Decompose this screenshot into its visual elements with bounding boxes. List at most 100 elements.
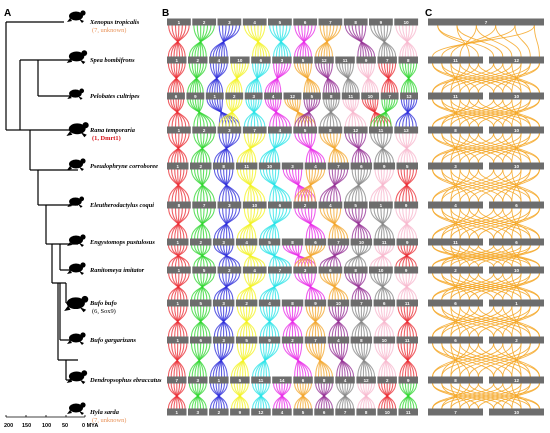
synteny-ribbons [432,383,540,409]
chromosome-number: 4 [329,203,332,208]
chromosome-bar [209,376,229,384]
chromosome-bar [251,408,271,416]
chromosome-bar [230,56,250,64]
frog-icon [66,122,89,138]
chromosome-number: 12 [514,58,520,63]
chromosome-number: 6 [515,240,518,245]
chromosome-number: 7 [344,410,347,415]
species-label: Dendropsophus ebraccatus [89,377,162,384]
chromosome-number: 11 [343,58,348,63]
chromosome-bar [293,126,318,134]
synteny-ribbons [432,133,540,163]
chromosome-bar [242,18,267,26]
chromosome-bar [304,336,327,344]
chromosome-bar [489,162,544,170]
chromosome-number: 11 [453,94,458,99]
chromosome-bar [327,299,350,307]
frog-icon [67,262,86,275]
chromosome-number: 7 [454,410,457,415]
chromosome-bar [356,408,376,416]
time-axis: 200 150 100 50 0 MYA [4,415,98,429]
chromosome-bar [190,336,212,344]
chromosome-number: 9 [239,410,242,415]
frog-icon [67,196,85,208]
chromosome-bar [212,299,235,307]
chromosome-bar [293,266,318,274]
chromosome-number: 1 [176,301,179,306]
chromosome-number: 9 [380,20,383,25]
chromosome-bar [258,162,281,170]
chromosome-number: 10 [368,94,374,99]
chromosome-bar [230,376,250,384]
chromosome-number: 10 [237,58,243,63]
chromosome-number: 1 [214,94,217,99]
chromosome-number: 11 [244,164,249,169]
synteny-ribbons [167,99,418,127]
chromosome-bar [188,376,208,384]
chromosome-number: 6 [199,338,202,343]
chromosome-bar [281,238,304,246]
chromosome-number: 8 [365,410,368,415]
chromosome-bar [428,92,483,100]
chromosome-bar [258,299,281,307]
chromosome-bar [235,238,258,246]
chromosome-number: 6 [454,301,457,306]
chromosome-bar [251,376,271,384]
chromosome-number: 6 [515,203,518,208]
chromosome-bar [343,266,368,274]
chromosome-bar [318,266,343,274]
chromosome-bar [283,92,302,100]
chromosome-bar [361,92,380,100]
chromosome-bar [167,238,189,246]
chromosome-bar [186,92,205,100]
chromosome-number: 6 [302,378,305,383]
chromosome-number: 4 [253,20,256,25]
chromosome-bar [235,336,258,344]
chromosome-number: 2 [515,338,518,343]
chromosome-number: 10 [404,20,410,25]
chromosome-number: 12 [290,94,296,99]
chromosome-bar [428,201,483,209]
chromosome-number: 9 [365,58,368,63]
chromosome-bar [242,201,267,209]
chromosome-number: 10 [514,94,520,99]
species-note: (1, Dmrt1) [92,135,121,142]
chromosome-number: 10 [514,164,520,169]
chromosome-bar [190,299,212,307]
chromosome-number: 12 [258,410,264,415]
chromosome-bar [242,266,267,274]
chromosome-bar [369,266,393,274]
chromosome-number: 4 [344,378,347,383]
chromosome-number: 7 [279,268,282,273]
chromosome-bar [428,336,483,344]
chromosome-number: 8 [178,203,181,208]
chromosome-bar [209,56,229,64]
chromosome-bar [327,162,350,170]
chromosome-bar [343,126,368,134]
chromosome-bar [369,201,393,209]
chromosome-bar [167,376,187,384]
chromosome-number: 3 [454,164,457,169]
chromosome-number: 11 [453,58,458,63]
chromosome-number: 10 [252,203,258,208]
time-tick-200: 200 [4,423,13,429]
chromosome-bar [350,238,373,246]
frog-icon [67,402,86,415]
chromosome-bar [242,126,267,134]
chromosome-bar [192,18,217,26]
chromosome-number: 9 [383,164,386,169]
chromosome-number: 4 [281,410,284,415]
chromosome-bar [428,408,483,416]
chromosome-number: 2 [203,20,206,25]
species-note: (6, Sox9) [92,308,116,315]
chromosome-bar [356,56,376,64]
chromosome-number: 5 [239,378,242,383]
chromosome-number: 2 [197,58,200,63]
chromosome-number: 11 [259,378,264,383]
chromosome-number: 1 [218,378,221,383]
synteny-ribbons [432,306,540,337]
chromosome-bar [167,18,191,26]
chromosome-bar [281,336,304,344]
chromosome-number: 6 [304,20,307,25]
chromosome-number: 7 [314,338,317,343]
